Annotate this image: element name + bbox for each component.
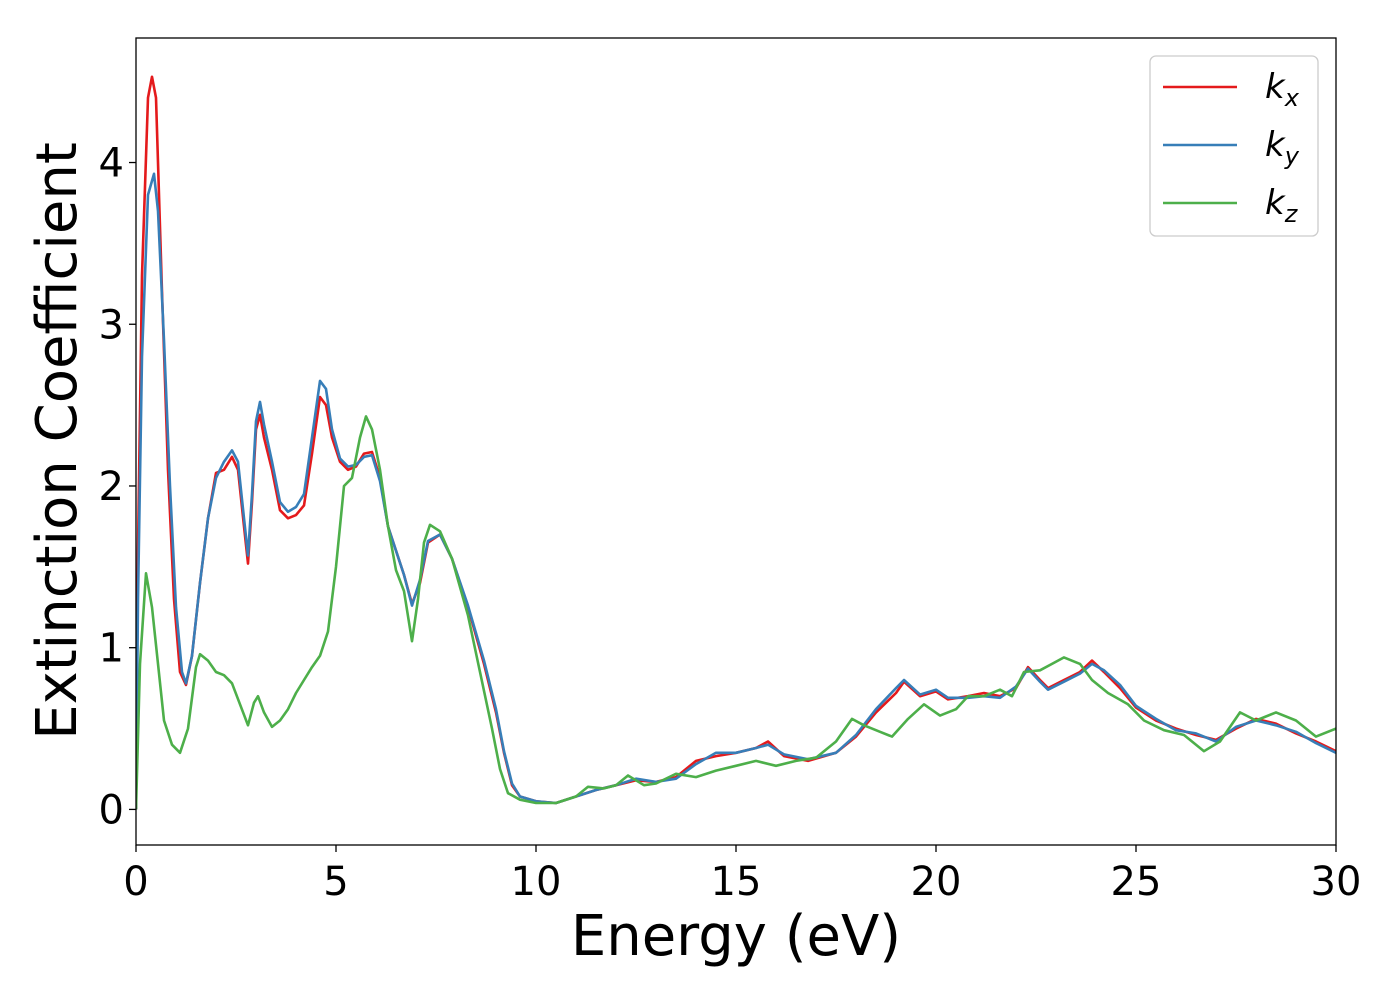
x-tick-label: 25 bbox=[1111, 859, 1162, 905]
x-tick-label: 20 bbox=[911, 859, 962, 905]
x-axis: 0 5 10 15 20 25 30 bbox=[123, 845, 1361, 905]
legend: kx ky kz bbox=[1149, 55, 1319, 237]
y-axis: 0 1 2 3 4 bbox=[99, 141, 136, 833]
x-tick-label: 5 bbox=[323, 859, 348, 905]
x-tick-label: 30 bbox=[1311, 859, 1362, 905]
legend-label-kx: kx bbox=[1265, 67, 1300, 112]
y-tick-label: 1 bbox=[99, 626, 124, 672]
series-layer bbox=[136, 75, 1336, 810]
series-line-kz bbox=[136, 415, 1336, 810]
legend-label-kz: kz bbox=[1265, 183, 1299, 228]
x-axis-title: Energy (eV) bbox=[571, 904, 901, 969]
x-tick-label: 0 bbox=[123, 859, 148, 905]
y-tick-label: 0 bbox=[99, 787, 124, 833]
y-axis-title: Extinction Coefficient bbox=[25, 142, 90, 740]
y-tick-label: 3 bbox=[99, 302, 124, 348]
x-tick-label: 15 bbox=[711, 859, 762, 905]
y-tick-label: 4 bbox=[99, 141, 124, 187]
x-tick-label: 10 bbox=[511, 859, 562, 905]
y-tick-label: 2 bbox=[99, 464, 124, 510]
series-line-ky bbox=[136, 172, 1336, 810]
legend-label-ky: ky bbox=[1265, 125, 1300, 170]
